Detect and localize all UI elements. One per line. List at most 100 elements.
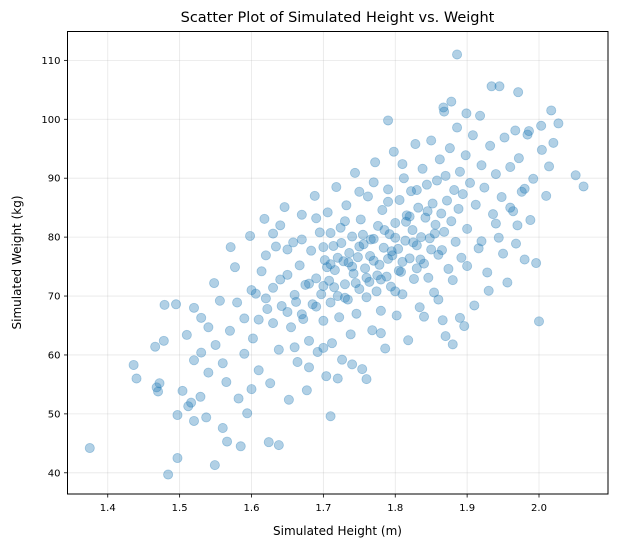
data-point [246, 384, 257, 395]
data-point [404, 211, 415, 222]
data-point [276, 301, 287, 312]
data-point [430, 219, 441, 230]
data-point [368, 177, 379, 188]
data-point [181, 329, 192, 340]
data-point [361, 374, 372, 385]
data-point [354, 283, 365, 294]
data-point [482, 267, 493, 278]
data-point [411, 240, 422, 251]
data-point [316, 289, 327, 300]
data-point [387, 250, 398, 261]
data-point [528, 173, 539, 184]
data-point [214, 295, 225, 306]
data-point [355, 214, 366, 225]
data-point [279, 202, 290, 213]
data-point [289, 289, 300, 300]
data-point [487, 209, 498, 220]
data-point [452, 49, 463, 60]
data-point [454, 312, 465, 323]
data-point [470, 199, 481, 210]
data-point [235, 441, 246, 452]
data-point [454, 166, 465, 177]
data-point [150, 341, 161, 352]
data-point [461, 108, 472, 119]
data-point [303, 335, 314, 346]
data-point [546, 105, 557, 116]
x-axis-label: Simulated Height (m) [273, 524, 402, 538]
data-point [332, 291, 343, 302]
y-tick-label: 110 [41, 56, 60, 67]
data-point [394, 195, 405, 206]
data-point [128, 359, 139, 370]
data-point [325, 297, 336, 308]
data-point [462, 223, 473, 234]
data-point [339, 279, 350, 290]
data-point [469, 300, 480, 311]
data-point [347, 261, 358, 272]
data-point [400, 235, 411, 246]
data-point [262, 303, 273, 314]
data-point [426, 244, 437, 255]
data-point [319, 255, 330, 266]
data-point [245, 230, 256, 241]
data-point [273, 440, 284, 451]
data-point [403, 335, 414, 346]
data-point [439, 106, 450, 117]
data-point [348, 268, 359, 279]
data-point [438, 102, 449, 113]
data-point [256, 266, 267, 277]
x-tick-label: 1.9 [459, 503, 475, 514]
data-point [383, 253, 394, 264]
data-point [352, 252, 363, 263]
data-point [294, 260, 305, 271]
data-point [282, 244, 293, 255]
data-point [499, 132, 510, 143]
data-point [462, 260, 473, 271]
data-point [196, 347, 207, 358]
data-point [510, 238, 521, 249]
data-point [467, 130, 478, 141]
data-point [464, 177, 475, 188]
data-point [357, 229, 368, 240]
data-point [578, 181, 589, 192]
data-point [329, 265, 340, 276]
data-point [433, 294, 444, 305]
y-tick-label: 80 [48, 233, 61, 244]
data-point [337, 354, 348, 365]
data-point [523, 126, 534, 137]
data-point [505, 202, 516, 213]
data-point [519, 183, 530, 194]
data-point [188, 415, 199, 426]
data-point [441, 195, 452, 206]
data-point [358, 239, 369, 250]
data-point [311, 213, 322, 224]
data-point [332, 252, 343, 263]
data-point [377, 205, 388, 216]
data-point [368, 233, 379, 244]
data-point [84, 443, 95, 454]
data-point [446, 96, 457, 107]
data-point [490, 169, 501, 180]
data-point [298, 314, 309, 325]
data-point [222, 436, 233, 447]
data-point [268, 318, 279, 329]
data-point [401, 216, 412, 227]
data-point [351, 308, 362, 319]
data-point [418, 311, 429, 322]
data-point [325, 411, 336, 422]
data-point [390, 286, 401, 297]
data-point [301, 385, 312, 396]
y-axis-label: Simulated Weight (kg) [10, 195, 24, 329]
data-point [452, 122, 463, 133]
data-point [459, 321, 470, 332]
data-point [282, 269, 293, 280]
data-point [341, 200, 352, 211]
data-point [339, 292, 350, 303]
data-point [172, 410, 183, 421]
data-point [217, 423, 228, 434]
data-point [177, 385, 188, 396]
data-point [151, 382, 162, 393]
data-point [260, 250, 271, 261]
data-point [342, 294, 353, 305]
data-point [322, 207, 333, 218]
